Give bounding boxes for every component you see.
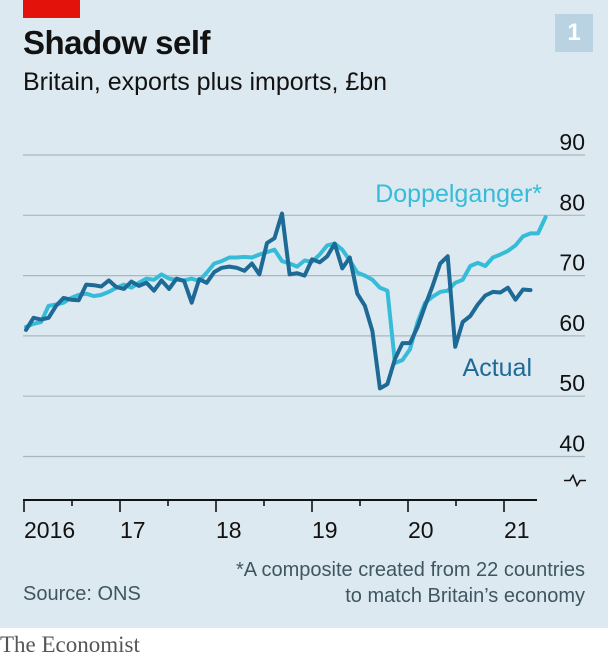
economist-logo-text: The Economist — [0, 632, 140, 657]
series-lines — [24, 211, 548, 391]
axis-break-icon — [564, 473, 586, 488]
x-tick-label-21: 21 — [504, 517, 530, 543]
y-tick-label-50: 50 — [559, 370, 585, 396]
footnote: *A composite created from 22 countries t… — [236, 557, 585, 609]
y-tick-label-80: 80 — [559, 189, 585, 215]
y-tick-label-70: 70 — [559, 250, 585, 276]
label-actual: Actual — [463, 354, 532, 382]
x-tick-label-17: 17 — [120, 517, 146, 543]
x-tick-label-20: 20 — [408, 517, 434, 543]
label-doppelganger: Doppelganger* — [375, 180, 542, 208]
footnote-line-1: *A composite created from 22 countries — [235, 559, 585, 581]
y-axis-tick-labels: 40 50 60 70 80 90 — [559, 129, 585, 457]
x-tick-label-18: 18 — [216, 517, 242, 543]
brand-red-tab — [23, 0, 80, 18]
y-tick-label-60: 60 — [559, 310, 585, 336]
chart-panel — [0, 0, 608, 628]
series-annotations: Doppelganger* Actual — [375, 180, 542, 382]
footnote-line-2: to match Britain’s economy — [345, 585, 585, 607]
x-tick-label-19: 19 — [312, 517, 338, 543]
x-axis-tick-labels: 2016 17 18 19 20 21 — [24, 517, 530, 543]
y-tick-label-90: 90 — [559, 129, 585, 155]
grid-lines — [23, 154, 586, 488]
chart-number-badge: 1 — [555, 14, 593, 52]
series-line-actual — [24, 211, 533, 391]
chart-subtitle: Britain, exports plus imports, £bn — [23, 68, 388, 96]
source-note: Source: ONS — [23, 583, 141, 605]
x-axis — [23, 499, 537, 512]
chart-title: Shadow self — [23, 24, 211, 61]
series-line-doppelganger — [24, 215, 548, 365]
x-tick-label-2016: 2016 — [24, 517, 75, 543]
y-tick-label-40: 40 — [559, 431, 585, 457]
line-chart: 40 50 60 70 80 90 2016 17 18 19 20 21 Doppelganger… — [23, 129, 586, 543]
